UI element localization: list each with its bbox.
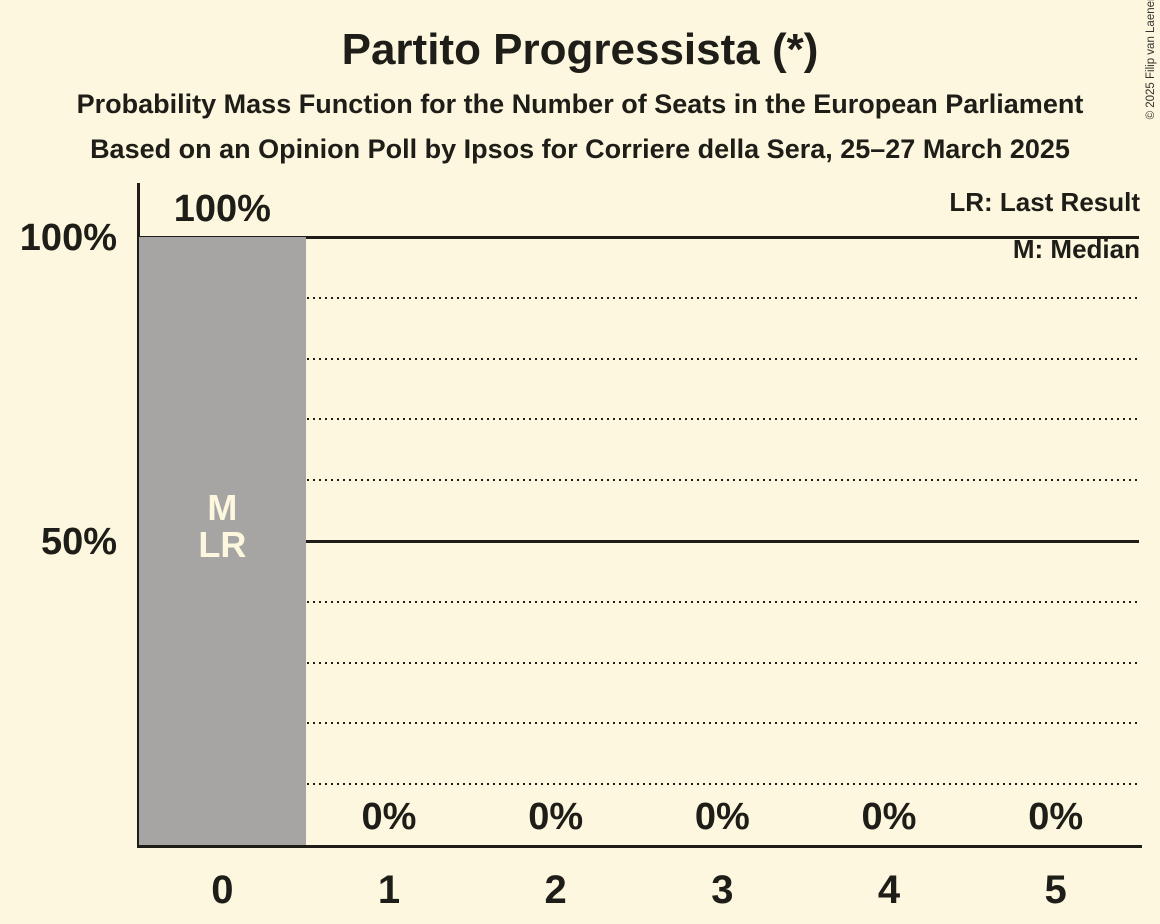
gridline-30 [139,661,1139,664]
bar-annotation-median-lastresult: M LR [198,487,247,565]
bar-column-1: 0% [306,237,473,845]
x-axis-line [137,845,1142,848]
gridline-40 [139,600,1139,603]
copyright-notice: © 2025 Filip van Laenen [1145,0,1157,120]
y-axis-tick-100: 100% [19,217,117,259]
bar-column-0: 100% M LR [139,188,306,845]
x-axis-tick-row: 0 1 2 3 4 5 [139,868,1139,916]
y-axis-tick-50: 50% [40,521,117,563]
bar-column-4: 0% [806,237,973,845]
gridline-60 [139,479,1139,482]
x-axis-tick-3: 3 [711,868,734,912]
gridline-70 [139,418,1139,421]
bar-column-2: 0% [472,237,639,845]
gridline-20 [139,722,1139,725]
bar-seats-0 [139,237,306,845]
value-label-5: 0% [1028,796,1084,838]
value-label-4: 0% [861,796,917,838]
chart-source-line: Based on an Opinion Poll by Ipsos for Co… [90,134,1070,164]
x-axis-tick-1: 1 [377,868,401,912]
x-axis-tick-2: 2 [544,868,567,912]
gridline-90 [139,296,1139,299]
chart-title: Partito Progressista (*) [341,25,819,74]
value-label-1: 0% [361,796,417,838]
gridline-100 [139,236,1139,239]
chart-subtitle: Probability Mass Function for the Number… [76,89,1084,119]
x-axis-tick-4: 4 [877,868,901,912]
y-axis-line [137,183,140,847]
value-label-2: 0% [528,796,584,838]
x-axis-tick-0: 0 [211,868,234,912]
gridline-10 [139,783,1139,786]
value-label-0: 100% [173,188,271,230]
gridline-50 [139,540,1139,543]
x-axis-tick-5: 5 [1044,868,1067,912]
legend-median: M: Median [1012,234,1140,264]
gridline-80 [139,357,1139,360]
plot-area: 100% M LR 0% 0% 0% 0% 0% [139,188,1139,845]
bar-column-5: 0% [972,237,1139,845]
value-label-3: 0% [694,796,750,838]
legend-last-result: LR: Last Result [949,187,1140,217]
bar-column-3: 0% [639,237,806,845]
